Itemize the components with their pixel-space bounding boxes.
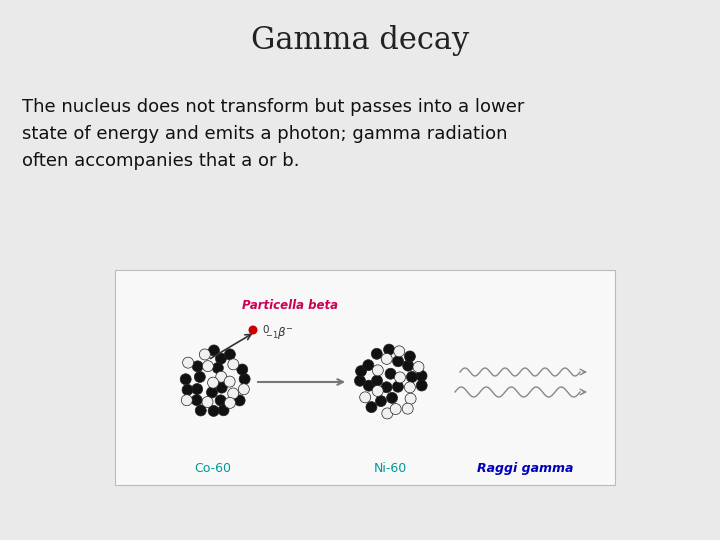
Circle shape <box>202 396 213 408</box>
Circle shape <box>192 361 203 372</box>
Circle shape <box>381 382 392 393</box>
Circle shape <box>372 375 382 386</box>
Circle shape <box>375 396 387 407</box>
Circle shape <box>225 397 235 408</box>
Circle shape <box>192 395 202 406</box>
Circle shape <box>392 356 403 367</box>
Circle shape <box>228 359 239 370</box>
Circle shape <box>372 386 383 396</box>
Circle shape <box>405 393 416 404</box>
Circle shape <box>216 382 228 393</box>
Circle shape <box>372 348 382 359</box>
Text: The nucleus does not transform but passes into a lower
state of energy and emits: The nucleus does not transform but passe… <box>22 98 524 170</box>
Circle shape <box>215 395 226 406</box>
Circle shape <box>354 375 366 386</box>
Text: Raggi gamma: Raggi gamma <box>477 462 573 475</box>
Circle shape <box>181 395 192 406</box>
Circle shape <box>360 392 371 403</box>
Circle shape <box>372 365 383 376</box>
FancyBboxPatch shape <box>115 270 615 485</box>
Circle shape <box>392 381 403 392</box>
Circle shape <box>402 360 414 371</box>
Circle shape <box>416 370 427 381</box>
Circle shape <box>394 346 405 357</box>
Circle shape <box>207 377 219 388</box>
Circle shape <box>416 380 427 391</box>
Circle shape <box>356 366 366 376</box>
Text: $\mathregular{0}$: $\mathregular{0}$ <box>262 323 270 335</box>
Circle shape <box>194 372 205 382</box>
Circle shape <box>212 362 223 374</box>
Circle shape <box>387 393 397 403</box>
Circle shape <box>239 374 250 384</box>
Circle shape <box>215 353 226 364</box>
Circle shape <box>180 374 192 384</box>
Circle shape <box>413 362 424 373</box>
Circle shape <box>384 344 395 355</box>
Text: $_{-1}\beta^{-}$: $_{-1}\beta^{-}$ <box>265 325 294 341</box>
Circle shape <box>364 380 374 391</box>
Circle shape <box>225 349 235 360</box>
Circle shape <box>402 403 413 414</box>
Text: Ni-60: Ni-60 <box>374 462 407 475</box>
Circle shape <box>218 405 229 416</box>
Circle shape <box>382 408 393 419</box>
Circle shape <box>182 384 193 395</box>
Circle shape <box>183 357 194 368</box>
Text: Gamma decay: Gamma decay <box>251 24 469 56</box>
Circle shape <box>216 371 227 382</box>
Circle shape <box>238 384 249 395</box>
Circle shape <box>366 402 377 413</box>
Circle shape <box>237 364 248 375</box>
Circle shape <box>381 353 392 365</box>
Circle shape <box>405 351 415 362</box>
Circle shape <box>202 361 213 372</box>
Circle shape <box>192 383 202 395</box>
Circle shape <box>248 326 258 334</box>
Text: Particella beta: Particella beta <box>242 299 338 312</box>
Circle shape <box>207 387 217 398</box>
Circle shape <box>195 405 206 416</box>
Circle shape <box>385 368 396 379</box>
Circle shape <box>405 382 415 393</box>
Circle shape <box>228 388 239 399</box>
Circle shape <box>406 372 418 382</box>
Circle shape <box>234 395 245 406</box>
Text: Co-60: Co-60 <box>194 462 232 475</box>
Circle shape <box>224 376 235 387</box>
Circle shape <box>395 372 405 383</box>
Circle shape <box>199 349 210 360</box>
Circle shape <box>208 406 219 416</box>
Circle shape <box>209 345 220 356</box>
Circle shape <box>390 403 401 415</box>
Circle shape <box>363 360 374 370</box>
